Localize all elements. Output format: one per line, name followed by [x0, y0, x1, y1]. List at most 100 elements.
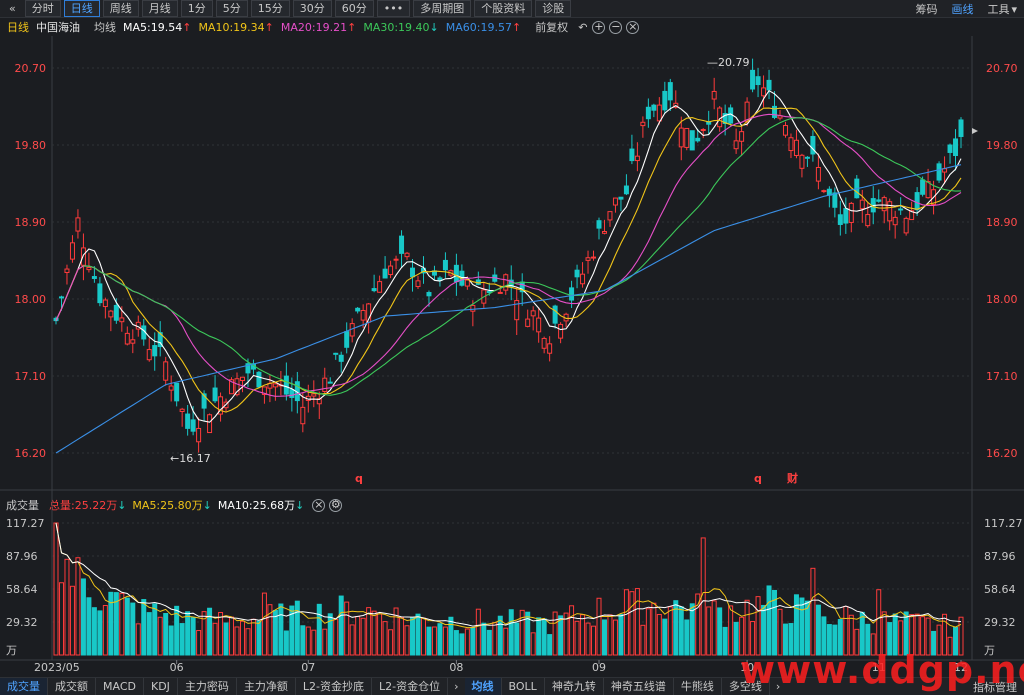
- indicator-tab[interactable]: 主力净额: [237, 678, 296, 695]
- overlay-tab[interactable]: 均线: [464, 678, 502, 695]
- volume-bar: [399, 616, 405, 656]
- period-button[interactable]: 15分: [250, 0, 290, 17]
- candle-body: [388, 265, 394, 276]
- candle-body: [618, 196, 624, 200]
- draw-button[interactable]: 画线: [951, 2, 974, 16]
- back-button[interactable]: «: [9, 2, 16, 15]
- watermark: www.ddgp.net: [740, 648, 1024, 692]
- volume-bar: [772, 589, 778, 656]
- volume-bar: [870, 633, 876, 656]
- period-button[interactable]: 1分: [180, 0, 213, 17]
- volume-bar: [234, 626, 240, 656]
- volume-bar: [481, 622, 487, 656]
- indicator-tab[interactable]: L2-资金抄底: [296, 678, 373, 695]
- period-label: 日线: [7, 21, 29, 34]
- overlay-tab[interactable]: 牛熊线: [674, 678, 722, 695]
- ma5-text: MA5:19.54: [123, 20, 183, 34]
- period-button[interactable]: 60分: [334, 0, 374, 17]
- volume-bar: [355, 616, 361, 656]
- candle-body: [130, 339, 136, 344]
- zoom-out-icon[interactable]: −: [609, 19, 623, 34]
- volume-bar: [497, 615, 503, 656]
- volume-bar: [634, 588, 640, 656]
- volume-bar: [667, 606, 673, 656]
- overlay-tab[interactable]: 神奇五线谱: [604, 678, 674, 695]
- volume-bar: [678, 606, 684, 656]
- volume-bar: [229, 616, 235, 656]
- settings-icon[interactable]: ⚙: [329, 497, 343, 512]
- candle-body: [179, 408, 185, 413]
- axis-labels: 20.70 20.70 19.80 19.80 18.90 18.90 18.00 18.00…: [6, 56, 1023, 674]
- volume-bar: [958, 616, 964, 656]
- chevron-right-icon[interactable]: ›: [775, 680, 781, 693]
- volume-bar: [316, 603, 322, 656]
- volume-bar: [212, 622, 218, 656]
- overlay-tab[interactable]: 多空线: [722, 678, 770, 695]
- volume-bar: [322, 628, 328, 656]
- period-button[interactable]: 月线: [141, 0, 178, 17]
- arrow-down-icon: ↓: [295, 499, 305, 512]
- restore-select[interactable]: 前复权: [535, 21, 569, 34]
- price-tick-label-right: 16.20: [986, 447, 1018, 460]
- overlay-tab[interactable]: 神奇九转: [545, 678, 604, 695]
- overlay-tab[interactable]: BOLL: [502, 678, 545, 695]
- candle-body: [596, 220, 602, 229]
- volume-bar: [777, 608, 783, 656]
- candle-body: [404, 252, 410, 258]
- ma-label[interactable]: 均线: [94, 21, 116, 34]
- period-button[interactable]: 周线: [102, 0, 139, 17]
- zoom-in-icon[interactable]: +: [592, 19, 606, 34]
- period-button[interactable]: 30分: [292, 0, 332, 17]
- candle-body: [322, 377, 328, 392]
- period-button[interactable]: 5分: [215, 0, 248, 17]
- candle-body: [678, 127, 684, 148]
- period-button[interactable]: 多周期图: [413, 0, 472, 17]
- volume-tick-label-left: 万: [6, 644, 17, 657]
- period-button[interactable]: 日线: [63, 0, 100, 17]
- indicator-tab[interactable]: KDJ: [144, 678, 178, 695]
- volume-bar: [876, 589, 882, 656]
- volume-bar: [782, 623, 788, 656]
- candle-body: [898, 208, 904, 211]
- volume-bar: [261, 592, 267, 656]
- candle-body: [612, 197, 618, 206]
- volume-ma5-line: [55, 522, 962, 629]
- indicator-tab[interactable]: 主力密码: [178, 678, 237, 695]
- indicator-tab[interactable]: MACD: [96, 678, 144, 695]
- volume-bar: [223, 622, 229, 656]
- candle-body: [832, 192, 838, 208]
- volume-bar: [119, 592, 125, 656]
- volume-bar: [426, 626, 432, 656]
- volume-bar: [250, 618, 256, 656]
- candles: [53, 58, 964, 453]
- volume-bar: [360, 617, 366, 656]
- period-button[interactable]: 诊股: [535, 0, 572, 17]
- volume-bar: [810, 567, 816, 656]
- volume-info-bar: 成交量 总量:25.22万↓ MA5:25.80万↓ MA10:25.68万↓ …: [0, 497, 1024, 513]
- indicator-tab[interactable]: L2-资金仓位: [372, 678, 449, 695]
- volume-bar: [925, 617, 931, 656]
- close-icon[interactable]: ×: [312, 497, 326, 512]
- indicator-tab[interactable]: 成交额: [48, 678, 96, 695]
- candle-body: [464, 279, 470, 287]
- volume-bar: [755, 596, 761, 656]
- undo-icon[interactable]: ↶: [578, 20, 588, 34]
- candle-body: [80, 247, 86, 266]
- period-button[interactable]: 个股资料: [474, 0, 533, 17]
- candle-body: [903, 217, 909, 234]
- candle-body: [558, 323, 564, 339]
- candle-body: [634, 155, 640, 162]
- chevron-right-icon[interactable]: ›: [454, 680, 459, 693]
- volume-bar: [684, 619, 690, 656]
- indicator-tab[interactable]: 成交量: [0, 678, 48, 695]
- tools-button[interactable]: 工具 ▾: [987, 1, 1017, 17]
- volume-bar: [826, 624, 832, 656]
- indicator-manage-button[interactable]: 指标管理: [973, 680, 1017, 694]
- period-button[interactable]: 分时: [24, 0, 61, 17]
- close-icon[interactable]: ×: [626, 19, 640, 34]
- period-button[interactable]: •••: [376, 0, 411, 17]
- candle-body: [711, 90, 717, 100]
- volume-tick-label-right: 58.64: [984, 583, 1016, 596]
- chips-button[interactable]: 筹码: [915, 2, 938, 16]
- ma60-text: MA60:19.57: [445, 20, 512, 34]
